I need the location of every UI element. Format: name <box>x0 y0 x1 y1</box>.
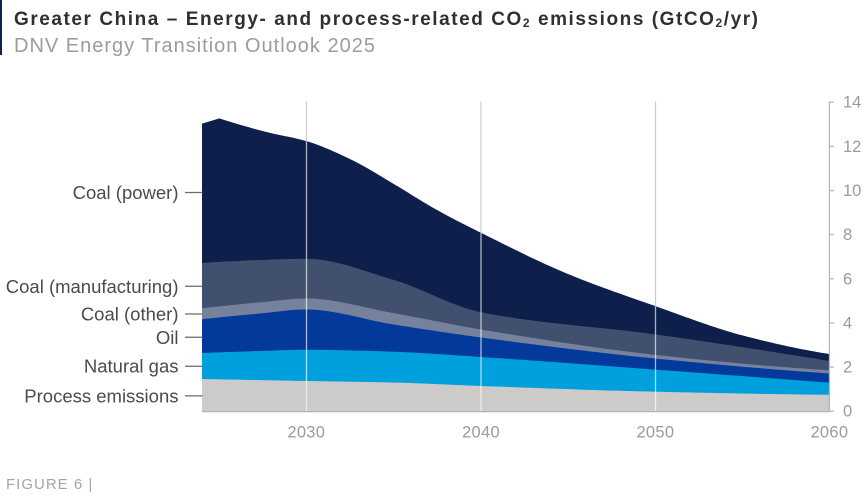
svg-text:6: 6 <box>843 270 852 288</box>
svg-text:12: 12 <box>843 138 861 156</box>
svg-text:2: 2 <box>843 359 852 377</box>
svg-text:2060: 2060 <box>810 424 848 442</box>
svg-text:Coal (other): Coal (other) <box>81 304 179 325</box>
svg-text:Coal (manufacturing): Coal (manufacturing) <box>6 276 179 297</box>
svg-text:0: 0 <box>843 403 852 421</box>
svg-text:Coal (power): Coal (power) <box>73 182 179 203</box>
svg-text:10: 10 <box>843 182 861 200</box>
svg-text:4: 4 <box>843 314 852 332</box>
svg-text:2040: 2040 <box>462 424 500 442</box>
svg-text:14: 14 <box>843 94 861 112</box>
svg-text:Natural gas: Natural gas <box>84 356 179 377</box>
svg-text:8: 8 <box>843 226 852 244</box>
svg-text:2030: 2030 <box>287 424 325 442</box>
svg-text:Process emissions: Process emissions <box>24 385 178 406</box>
svg-text:2050: 2050 <box>636 424 674 442</box>
svg-text:Oil: Oil <box>156 327 179 348</box>
